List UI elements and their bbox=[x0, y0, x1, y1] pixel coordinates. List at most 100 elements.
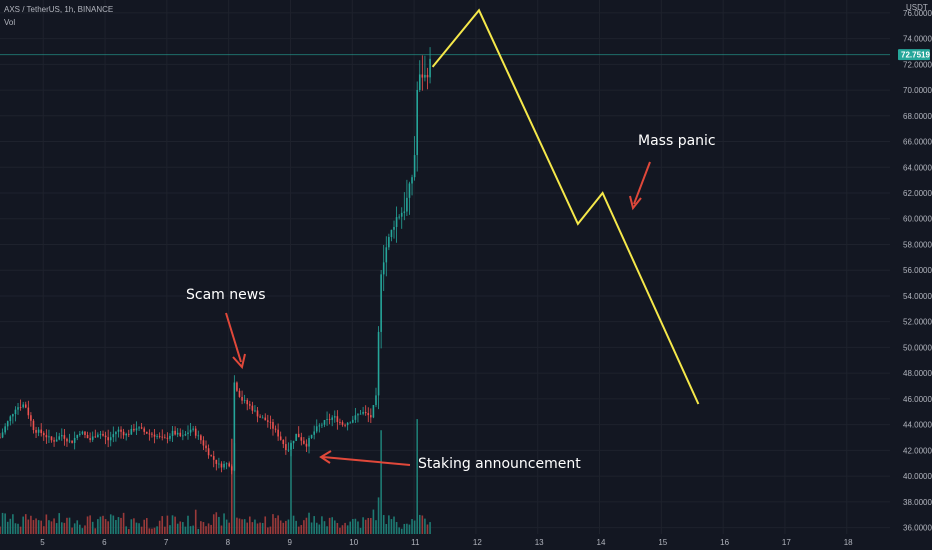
candle-body bbox=[145, 431, 148, 434]
volume-bar bbox=[73, 523, 76, 534]
candle-body bbox=[58, 436, 61, 440]
volume-bar bbox=[19, 526, 22, 534]
volume-bar bbox=[102, 515, 104, 534]
candle-body bbox=[418, 74, 421, 90]
volume-bar bbox=[326, 526, 328, 534]
volume-bar bbox=[328, 517, 331, 534]
candle-body bbox=[133, 428, 135, 431]
mass-panic-arrow bbox=[629, 161, 651, 211]
volume-bar bbox=[210, 524, 212, 534]
candle-body bbox=[218, 463, 220, 465]
volume-bar bbox=[264, 516, 267, 534]
price-tick-label: 74.0000 bbox=[903, 35, 932, 44]
candle-body bbox=[375, 395, 377, 406]
staking-annotation: Staking announcement bbox=[418, 456, 581, 472]
candle-body bbox=[341, 422, 344, 425]
candle-body bbox=[230, 466, 233, 471]
time-tick-label: 7 bbox=[164, 538, 169, 547]
price-tick-label: 76.0000 bbox=[903, 9, 932, 18]
price-axis-panel[interactable] bbox=[890, 0, 932, 550]
candle-body bbox=[32, 420, 35, 431]
volume-bar bbox=[89, 515, 91, 534]
candle-body bbox=[364, 411, 367, 414]
price-tick-label: 56.0000 bbox=[903, 266, 932, 275]
volume-bar bbox=[207, 523, 210, 534]
candle-body bbox=[256, 410, 259, 417]
volume-bar bbox=[50, 521, 53, 534]
volume-bar bbox=[14, 523, 17, 534]
volume-bar bbox=[238, 518, 241, 534]
candle-body bbox=[76, 434, 79, 438]
candle-body bbox=[228, 463, 230, 467]
chart-grid bbox=[0, 0, 890, 534]
candle-body bbox=[55, 439, 58, 442]
volume-bar bbox=[267, 527, 269, 534]
volume-bar bbox=[192, 525, 194, 534]
candle-body bbox=[310, 434, 313, 438]
candle-body bbox=[24, 404, 27, 408]
candle-body bbox=[22, 404, 24, 408]
candle-body bbox=[6, 421, 9, 427]
candle-body bbox=[313, 431, 315, 435]
volume-bar bbox=[151, 528, 153, 534]
price-tick-label: 52.0000 bbox=[903, 318, 932, 327]
symbol-legend[interactable]: AXS / TetherUS, 1h, BINANCE bbox=[4, 5, 113, 14]
candle-body bbox=[246, 400, 249, 405]
volume-bar bbox=[429, 522, 431, 534]
candle-body bbox=[158, 436, 161, 437]
scam-news-annotation: Scam news bbox=[186, 287, 265, 303]
candle-body bbox=[344, 424, 346, 426]
time-tick-label: 18 bbox=[844, 538, 853, 547]
candle-body bbox=[223, 463, 225, 468]
volume-bar bbox=[218, 516, 220, 534]
mass-panic-annotation: Mass panic bbox=[638, 133, 716, 149]
time-tick-label: 5 bbox=[40, 538, 45, 547]
volume-bar bbox=[341, 525, 344, 534]
candle-body bbox=[164, 437, 166, 439]
time-tick-label: 9 bbox=[287, 538, 292, 547]
candle-body bbox=[53, 440, 55, 442]
volume-bar bbox=[86, 516, 89, 534]
candle-body bbox=[272, 422, 274, 429]
candle-body bbox=[241, 396, 243, 401]
volume-bar bbox=[372, 509, 375, 534]
volume-bar bbox=[107, 521, 109, 534]
candle-body bbox=[156, 436, 158, 437]
volume-bar bbox=[321, 516, 323, 534]
candle-body bbox=[104, 435, 107, 438]
candle-body bbox=[45, 435, 48, 438]
volume-bar bbox=[125, 526, 127, 534]
candle-body bbox=[349, 422, 352, 424]
volume-bar bbox=[290, 442, 292, 534]
volume-bar bbox=[22, 516, 24, 534]
candle-body bbox=[63, 435, 66, 439]
candle-body bbox=[300, 437, 303, 441]
volume-bar bbox=[143, 519, 146, 534]
candle-body bbox=[359, 413, 362, 415]
volume-bar bbox=[220, 525, 223, 534]
candle-body bbox=[68, 440, 71, 442]
candle-body bbox=[416, 89, 418, 156]
volume-bar bbox=[9, 518, 12, 534]
volume-bar bbox=[35, 518, 37, 534]
candle-body bbox=[197, 435, 200, 437]
volume-bar bbox=[357, 521, 359, 534]
volume-bar bbox=[68, 517, 71, 534]
price-tick-label: 40.0000 bbox=[903, 472, 932, 481]
volume-bar bbox=[212, 514, 215, 534]
staking-arrow bbox=[319, 450, 411, 466]
volume-bar bbox=[380, 430, 382, 534]
volume-bar bbox=[233, 443, 236, 534]
candle-body bbox=[200, 435, 202, 441]
volume-bar bbox=[174, 516, 176, 534]
candle-body bbox=[215, 459, 218, 464]
candle-body bbox=[346, 422, 349, 426]
volume-legend[interactable]: Vol bbox=[4, 18, 15, 27]
volume-bar bbox=[187, 515, 189, 534]
volume-bar bbox=[256, 523, 259, 534]
price-tick-label: 58.0000 bbox=[903, 240, 932, 249]
candle-body bbox=[1, 432, 4, 438]
candle-body bbox=[403, 211, 406, 213]
volume-bar bbox=[408, 524, 411, 534]
